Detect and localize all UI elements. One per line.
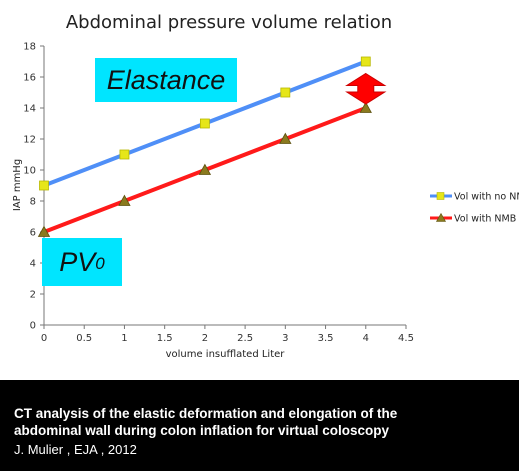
data-point-square: [199, 118, 210, 129]
x-tick-label: 2.5: [237, 333, 253, 344]
data-point-square: [39, 180, 49, 191]
double-arrow-shape: [345, 72, 387, 105]
y-tick-label: 4: [30, 259, 36, 270]
x-tick-label: 1.5: [157, 333, 173, 344]
x-axis-ticks: 0 0.5 1 1.5 2 2.5 3 3.5 4 4.5: [41, 325, 414, 344]
y-tick-label: 14: [23, 104, 36, 115]
double-arrow-icon: [345, 72, 387, 105]
pv-subscript: 0: [95, 254, 105, 273]
legend-entry-label: Vol with NMB: [454, 214, 516, 225]
y-tick-label: 8: [30, 197, 36, 208]
data-point-triangle: [279, 132, 292, 144]
caption-title-line-2: abdominal wall during colon inflation fo…: [14, 423, 390, 438]
y-tick-label: 2: [30, 290, 36, 301]
data-point-square: [119, 149, 130, 160]
series-markers: [37, 56, 372, 237]
caption-title: CT analysis of the elastic deformation a…: [14, 405, 509, 439]
y-tick-label: 12: [23, 135, 36, 146]
x-tick-label: 1: [121, 333, 127, 344]
caption-citation: J. Mulier , EJA , 2012: [14, 442, 137, 457]
legend-swatch-marker: [435, 212, 447, 222]
pv0-callout: PV 0: [42, 238, 122, 286]
x-tick-label: 4.5: [398, 333, 414, 344]
legend: Vol with no NM Vol with NMB: [430, 192, 519, 225]
chart-title: Abdominal pressure volume relation: [66, 12, 392, 33]
data-point-square: [280, 87, 291, 98]
y-tick-label: 18: [23, 42, 36, 53]
x-tick-label: 4: [363, 333, 369, 344]
y-tick-label: 16: [23, 73, 36, 84]
x-tick-label: 3.5: [318, 333, 334, 344]
y-tick-label: 0: [30, 321, 36, 332]
y-axis-title: IAP mmHg: [12, 159, 23, 211]
y-tick-label: 6: [30, 228, 36, 239]
caption-title-line-1: CT analysis of the elastic deformation a…: [14, 406, 398, 421]
x-tick-label: 3: [282, 333, 288, 344]
pv-label: PV: [59, 246, 96, 277]
elastance-label: Elastance: [106, 64, 226, 95]
x-tick-label: 0.5: [76, 333, 92, 344]
x-tick-label: 0: [41, 333, 47, 344]
data-point-triangle: [198, 163, 212, 175]
x-tick-label: 2: [202, 333, 208, 344]
data-point-triangle: [118, 194, 131, 206]
data-point-triangle: [359, 101, 372, 113]
data-point-square: [360, 56, 371, 67]
chart: Abdominal pressure volume relation 0 0.5 1…: [12, 12, 519, 360]
y-axis-ticks: 0 2 4 6 8 10 12 14 16 18: [23, 42, 44, 332]
x-axis-title: volume insufflated Liter: [166, 349, 286, 360]
elastance-callout: Elastance: [95, 58, 237, 102]
legend-entry-label: Vol with no NM: [454, 192, 519, 203]
legend-swatch-marker: [436, 192, 445, 200]
data-point-triangle: [37, 225, 51, 237]
caption-band: CT analysis of the elastic deformation a…: [0, 380, 519, 471]
y-tick-label: 10: [23, 166, 36, 177]
